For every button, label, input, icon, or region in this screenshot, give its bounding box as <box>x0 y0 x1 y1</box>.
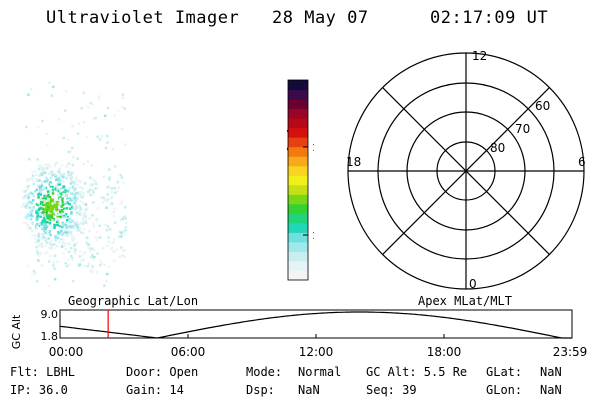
colorbar-segment <box>288 222 308 233</box>
door-info: Door: Open <box>126 365 199 379</box>
ip-info: IP: 36.0 <box>10 383 68 397</box>
colorbar-segment <box>288 118 308 129</box>
colorbar-scale <box>287 79 309 281</box>
colorbar-segment <box>288 270 308 281</box>
date-label: 28 May 07 <box>272 8 369 28</box>
mlt-label-12: 12 <box>472 49 487 63</box>
colorbar-segment <box>288 241 308 252</box>
mode-label: Mode: <box>246 365 283 379</box>
colorbar-segment <box>288 108 308 119</box>
colorbar-segment <box>288 146 308 157</box>
filter-info: Flt: LBHL <box>10 365 76 379</box>
altitude-timeline: GC Alt 9.0 1.8 00:00 06:00 12:00 18:00 2… <box>10 308 588 359</box>
colorbar-segment <box>288 213 308 224</box>
x-tick-2359: 23:59 <box>553 345 588 359</box>
auroral-emission-pixels <box>20 81 128 288</box>
x-tick-1200: 12:00 <box>299 345 334 359</box>
orbit-altitude-curve <box>59 311 572 339</box>
colorbar-segment <box>288 175 308 186</box>
dsp-label: Dsp: <box>246 383 275 397</box>
colorbar-segment <box>288 232 308 243</box>
colorbar-segment <box>288 194 308 205</box>
colorbar-segment <box>288 184 308 195</box>
colorbar-segment <box>288 127 308 138</box>
lat-label-70: 70 <box>515 122 530 136</box>
instrument-title: Ultraviolet Imager <box>46 8 240 28</box>
gc-alt-axis-label: GC Alt <box>10 314 23 349</box>
glon-value: NaN <box>540 383 562 397</box>
seq-info: Seq: 39 <box>366 383 417 397</box>
lat-label-80: 80 <box>490 141 505 155</box>
lat-label-60: 60 <box>535 99 550 113</box>
y-tick-bottom: 1.8 <box>41 330 59 343</box>
time-label: 02:17:09 UT <box>430 8 549 28</box>
mlt-label-18: 18 <box>346 155 361 169</box>
mlt-label-0: 0 <box>469 277 477 291</box>
meridian-diag-2 <box>382 87 550 255</box>
x-tick-1800: 18:00 <box>427 345 462 359</box>
dsp-value: NaN <box>298 383 320 397</box>
mode-value: Normal <box>298 365 342 379</box>
colorbar-segment <box>288 203 308 214</box>
auroral-image-panel <box>20 81 128 288</box>
y-tick-top: 9.0 <box>41 308 59 321</box>
gc-alt-info: GC Alt: 5.5 Re <box>366 365 468 379</box>
x-tick-0600: 06:00 <box>171 345 206 359</box>
timeline-frame <box>59 309 573 339</box>
colorbar-tick-label: 10 <box>312 231 314 242</box>
colorbar-segment <box>288 251 308 262</box>
colorbar-segment <box>288 99 308 110</box>
colorbar-tick-label: 100 <box>312 143 314 154</box>
polar-plot: 12 18 6 0 60 70 80 <box>346 49 586 291</box>
colorbar-segment <box>288 260 308 271</box>
glon-label: GLon: <box>486 383 523 397</box>
colorbar-ticks: 100 10 <box>303 143 314 242</box>
geographic-label: Geographic Lat/Lon <box>68 294 199 308</box>
apex-label: Apex MLat/MLT <box>418 294 512 308</box>
mlt-label-6: 6 <box>578 155 586 169</box>
colorbar-segment <box>288 80 308 91</box>
glat-label: GLat: <box>486 365 523 379</box>
x-tick-0000: 00:00 <box>49 345 84 359</box>
colorbar-segment <box>288 165 308 176</box>
glat-value: NaN <box>540 365 562 379</box>
colorbar-frame <box>287 79 309 281</box>
colorbar-segment <box>288 156 308 167</box>
colorbar: photon cm−2s−1 10010 <box>286 79 314 281</box>
gain-info: Gain: 14 <box>126 383 184 397</box>
colorbar-segment <box>288 89 308 100</box>
colorbar-segment <box>288 137 308 148</box>
